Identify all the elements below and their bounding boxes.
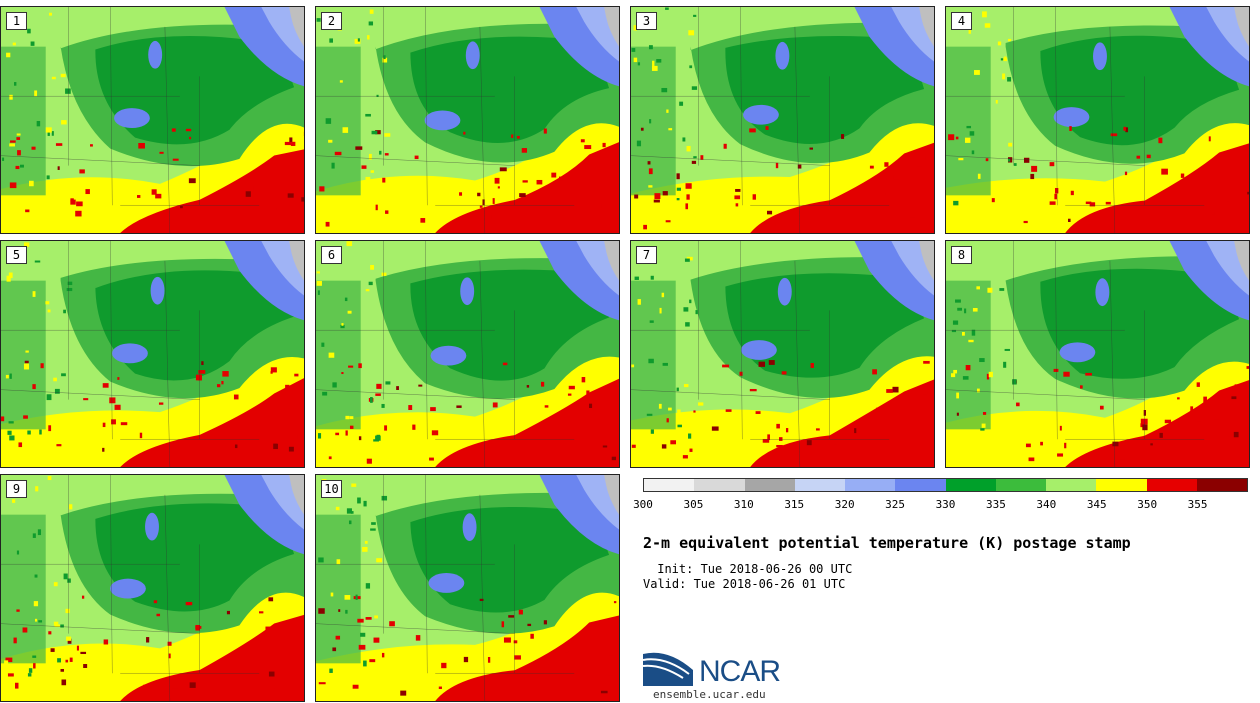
- colorbar-tick-label: 345: [1086, 498, 1107, 511]
- init-time: Init: Tue 2018-06-26 00 UTC: [650, 562, 853, 576]
- temperature-field-map: [946, 7, 1249, 233]
- temperature-field-map: [316, 475, 619, 701]
- colorbar-segment: [644, 479, 695, 491]
- colorbar-segment: [895, 479, 946, 491]
- temperature-field-map: [631, 7, 934, 233]
- member-label: 9: [6, 480, 27, 498]
- colorbar-segment: [694, 479, 745, 491]
- valid-time: Valid: Tue 2018-06-26 01 UTC: [643, 577, 846, 591]
- member-label: 2: [321, 12, 342, 30]
- colorbar-tick-label: 350: [1137, 498, 1158, 511]
- colorbar-segment: [845, 479, 896, 491]
- ensemble-member-panel[interactable]: 2: [315, 6, 620, 234]
- colorbar-tick-label: 300: [633, 498, 653, 511]
- ensemble-member-panel[interactable]: 3: [630, 6, 935, 234]
- ensemble-member-panel[interactable]: 5: [0, 240, 305, 468]
- member-label: 3: [636, 12, 657, 30]
- member-label: 10: [321, 480, 342, 498]
- colorbar-tick-label: 315: [784, 498, 805, 511]
- colorbar-tick-label: 310: [733, 498, 754, 511]
- ensemble-member-panel[interactable]: 1: [0, 6, 305, 234]
- temperature-field-map: [946, 241, 1249, 467]
- colorbar-segment: [995, 479, 1046, 491]
- temperature-field-map: [1, 475, 304, 701]
- temperature-field-map: [631, 241, 934, 467]
- figure-title: 2-m equivalent potential temperature (K)…: [643, 534, 1131, 552]
- member-label: 4: [951, 12, 972, 30]
- temperature-field-map: [316, 241, 619, 467]
- colorbar-segment: [1046, 479, 1097, 491]
- colorbar-tick-label: 320: [834, 498, 855, 511]
- temperature-field-map: [316, 7, 619, 233]
- colorbar-segment: [1146, 479, 1197, 491]
- ensemble-member-panel[interactable]: 6: [315, 240, 620, 468]
- temperature-field-map: [1, 7, 304, 233]
- logo-text: NCAR: [699, 655, 781, 688]
- ensemble-member-panel[interactable]: 9: [0, 474, 305, 702]
- temperature-field-map: [1, 241, 304, 467]
- colorbar-tick-label: 340: [1036, 498, 1057, 511]
- member-label: 5: [6, 246, 27, 264]
- member-label: 8: [951, 246, 972, 264]
- colorbar-segment: [794, 479, 845, 491]
- colorbar-tick-label: 355: [1187, 498, 1208, 511]
- colorbar-segment: [1196, 479, 1247, 491]
- colorbar-tick-label: 305: [683, 498, 704, 511]
- ncar-logo-icon: [643, 652, 693, 686]
- member-label: 7: [636, 246, 657, 264]
- ensemble-member-panel[interactable]: 8: [945, 240, 1250, 468]
- colorbar-ticks: 300 305 310 315 320 325 330 335 340 345 350 355: [633, 498, 1248, 512]
- colorbar: [643, 478, 1248, 492]
- site-url: ensemble.ucar.edu: [653, 688, 766, 701]
- member-label: 6: [321, 246, 342, 264]
- colorbar-segment: [1096, 479, 1147, 491]
- colorbar-tick-label: 325: [885, 498, 906, 511]
- colorbar-tick-label: 335: [985, 498, 1006, 511]
- colorbar-tick-label: 330: [935, 498, 956, 511]
- ensemble-member-panel[interactable]: 10: [315, 474, 620, 702]
- ensemble-member-panel[interactable]: 7: [630, 240, 935, 468]
- colorbar-segment: [945, 479, 996, 491]
- colorbar-segment: [744, 479, 795, 491]
- member-label: 1: [6, 12, 27, 30]
- ensemble-member-panel[interactable]: 4: [945, 6, 1250, 234]
